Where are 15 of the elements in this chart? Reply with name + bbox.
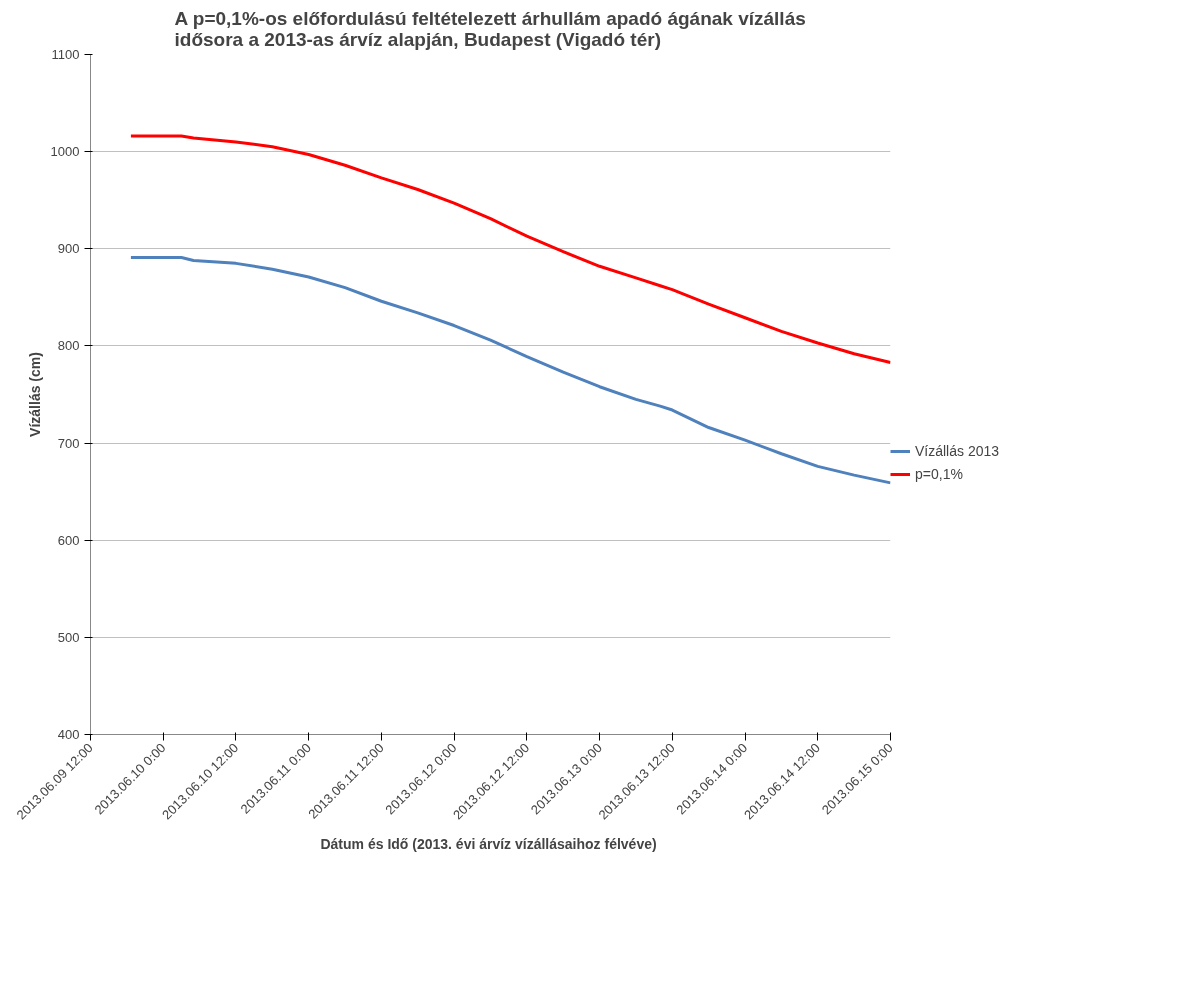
y-tick-label: 600 (57, 532, 80, 548)
line-series (129, 134, 891, 364)
y-axis-title: Vízállás (cm) (26, 352, 43, 437)
y-tick-label: 700 (57, 435, 80, 451)
legend-label: Vízállás 2013 (915, 443, 1000, 459)
x-axis-title: Dátum és Idő (2013. évi árvíz vízállásaihoz félvéve) (320, 835, 657, 852)
line-series (129, 256, 891, 485)
y-tick-label: 1100 (51, 47, 80, 62)
y-tick-label: 800 (57, 338, 80, 354)
legend-label: p=0,1% (915, 466, 963, 482)
chart-title: A p=0,1%-os előfordulású feltételezett árhullám apadó ágának vízállás idősora a 2013-as árvíz alapján, Budapest (Vigadó tér) (174, 7, 806, 50)
y-tick-label: 400 (57, 727, 80, 742)
y-tick-label: 1000 (50, 144, 80, 160)
y-tick-label: 500 (57, 629, 80, 645)
y-tick-label: 900 (57, 241, 80, 257)
